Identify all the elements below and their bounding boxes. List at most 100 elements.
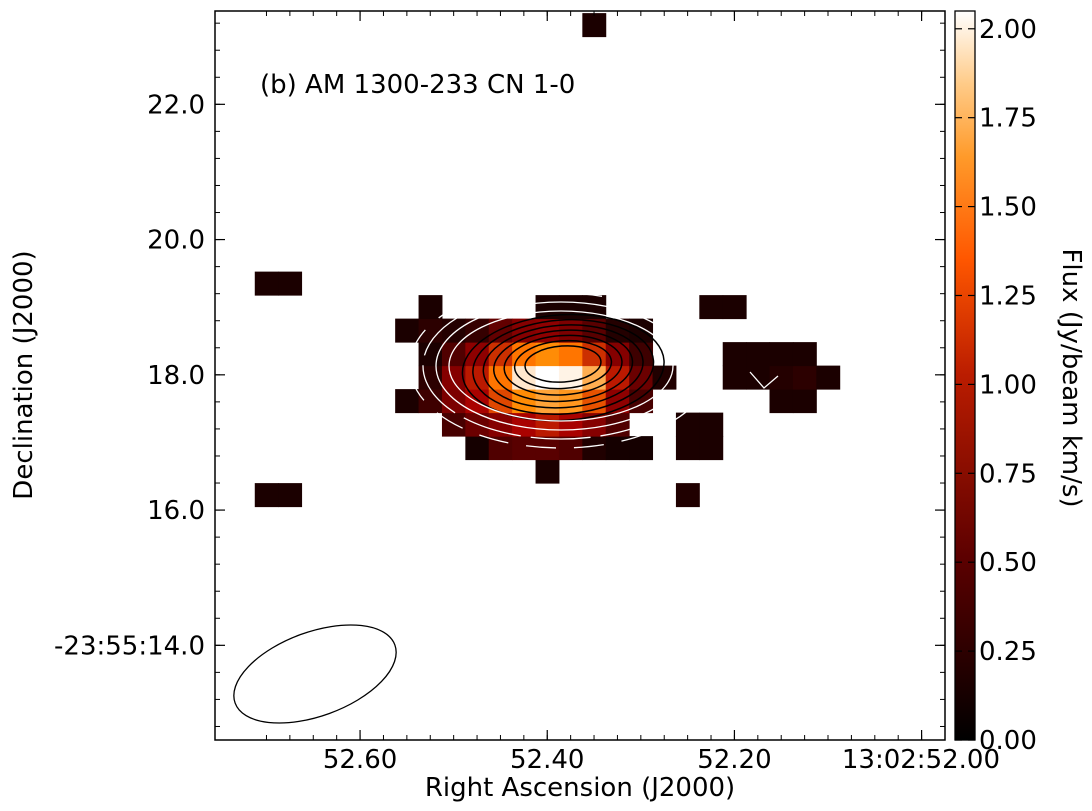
flux-pixel [769, 389, 794, 414]
plot-frame [214, 10, 946, 741]
flux-pixel [792, 342, 817, 367]
flux-pixel [278, 271, 303, 296]
flux-pixel [488, 365, 513, 390]
flux-pixel [535, 295, 560, 320]
beam-ellipse [233, 624, 397, 724]
flux-pixel [582, 389, 607, 414]
contour-black [524, 345, 602, 383]
y-tick-labels: -23:55:14.0 16.0 18.0 20.0 22.0 [54, 90, 205, 661]
map-panel: (b) AM 1300-233 CN 1-0 52.60 52.40 52.20 13… [9, 10, 1000, 803]
contours [409, 283, 779, 449]
flux-pixel [722, 295, 747, 320]
contour-black [472, 318, 655, 416]
colorbar: 0.00 0.25 0.50 0.75 1.00 1.25 1.50 1.75 2.00 Flu… [954, 10, 1086, 756]
flux-pixel [605, 436, 630, 461]
flux-pixel [722, 342, 747, 367]
colorbar-tick-label: 0.50 [979, 548, 1037, 578]
flux-pixel [395, 318, 420, 343]
flux-pixel [675, 483, 700, 508]
flux-pixel [746, 342, 771, 367]
flux-pixel [418, 295, 443, 320]
flux-pixel [675, 436, 700, 461]
flux-pixel [418, 365, 443, 390]
flux-pixel [699, 295, 724, 320]
x-axis-label: Right Ascension (J2000) [425, 773, 735, 803]
flux-pixel [792, 365, 817, 390]
flux-pixel [629, 365, 654, 390]
colorbar-tick-label: 1.00 [979, 370, 1037, 400]
flux-pixel [278, 483, 303, 508]
x-tick-labels: 52.60 52.40 52.20 13:02:52.00 [323, 745, 1000, 775]
flux-pixel [675, 412, 700, 437]
flux-pixel [699, 412, 724, 437]
colorbar-label: Flux (Jy/beam km/s) [1056, 248, 1086, 507]
flux-pixel [792, 389, 817, 414]
contour-white [435, 301, 687, 431]
flux-pixel [769, 365, 794, 390]
axis-ticks [215, 11, 945, 740]
flux-pixel [746, 365, 771, 390]
colorbar-ticks: 0.00 0.25 0.50 0.75 1.00 1.25 1.50 1.75 2.00 [955, 15, 1037, 756]
flux-pixel [582, 436, 607, 461]
colorbar-tick-label: 1.75 [979, 104, 1037, 134]
flux-pixel [816, 365, 841, 390]
flux-pixel [582, 13, 607, 38]
flux-pixel [558, 436, 583, 461]
contour-white [422, 292, 700, 440]
contour-black [503, 334, 623, 396]
flux-pixel [558, 365, 583, 390]
flux-pixel [535, 342, 560, 367]
flux-pixel [605, 365, 630, 390]
flux-pixel [722, 365, 747, 390]
flux-pixel [582, 342, 607, 367]
flux-pixel [699, 436, 724, 461]
colorbar-gradient [955, 11, 975, 740]
flux-pixel [465, 318, 490, 343]
colorbar-tick-label: 0.25 [979, 637, 1037, 667]
y-tick-label: 22.0 [147, 90, 205, 120]
x-tick-label: 13:02:52.00 [842, 745, 1000, 775]
flux-pixel [418, 318, 443, 343]
flux-pixel [418, 342, 443, 367]
colorbar-tick-label: 1.25 [979, 281, 1037, 311]
contour-white [409, 283, 713, 449]
colorbar-tick-label: 0.00 [979, 726, 1037, 756]
flux-pixel [465, 436, 490, 461]
x-tick-label: 52.20 [697, 745, 771, 775]
flux-pixel [558, 412, 583, 437]
contour-black [482, 324, 644, 409]
flux-pixel [558, 342, 583, 367]
flux-pixel [488, 318, 513, 343]
flux-pixel [535, 412, 560, 437]
colorbar-tick-label: 0.75 [979, 459, 1037, 489]
flux-pixel [418, 389, 443, 414]
colorbar-tick-label: 1.50 [979, 193, 1037, 223]
flux-pixel [652, 365, 677, 390]
flux-pixel [465, 389, 490, 414]
panel-label: (b) AM 1300-233 CN 1-0 [260, 70, 575, 100]
flux-pixel [629, 436, 654, 461]
flux-pixel [441, 412, 466, 437]
flux-pixels [254, 13, 841, 508]
x-tick-label: 52.60 [323, 745, 397, 775]
flux-pixel [535, 365, 560, 390]
contour-black [461, 313, 665, 422]
flux-pixel [582, 412, 607, 437]
contour-white [749, 371, 779, 389]
flux-pixel [535, 459, 560, 484]
y-axis-label: Declination (J2000) [9, 250, 39, 499]
flux-pixel [558, 295, 583, 320]
y-tick-label: 18.0 [147, 361, 205, 391]
flux-pixel [769, 342, 794, 367]
flux-pixel [395, 389, 420, 414]
colorbar-frame [954, 10, 976, 741]
flux-pixel [254, 271, 279, 296]
contour-white [448, 310, 674, 422]
flux-pixel [254, 483, 279, 508]
contour-black [493, 329, 634, 403]
flux-pixel [512, 436, 537, 461]
flux-pixel [441, 365, 466, 390]
flux-pixel [488, 436, 513, 461]
flux-pixel [441, 342, 466, 367]
